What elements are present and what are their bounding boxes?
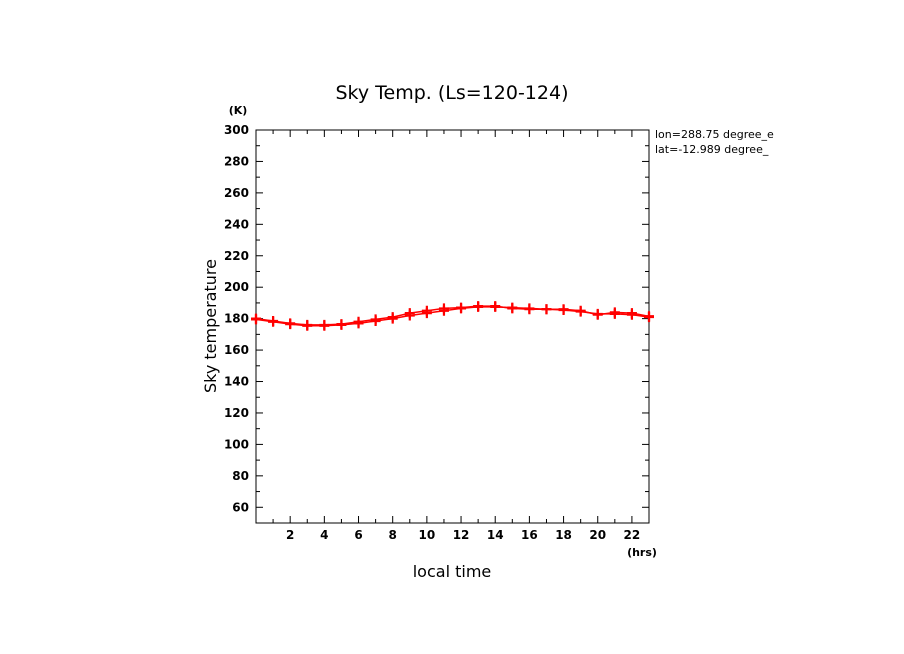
- x-tick-label: 8: [389, 528, 397, 542]
- y-tick-label: 60: [232, 500, 249, 514]
- x-tick-label: 14: [487, 528, 504, 542]
- y-tick-label: 160: [224, 343, 249, 357]
- data-point-marker: [421, 305, 432, 316]
- chart-title: Sky Temp. (Ls=120-124): [335, 82, 568, 104]
- y-tick-label: 260: [224, 186, 249, 200]
- x-tick-label: 16: [521, 528, 538, 542]
- x-tick-label: 4: [320, 528, 328, 542]
- series-line-1: [255, 306, 650, 327]
- y-tick-label: 200: [224, 280, 249, 294]
- y-tick-label: 300: [224, 123, 249, 137]
- plot-area: 2 4 6 8 10 12 14 16 18 20 22 60 80 100 120 140 160 180 200…: [224, 123, 654, 542]
- plot-frame: [255, 129, 650, 524]
- data-point-marker: [302, 319, 313, 330]
- annotation-lat: lat=-12.989 degree_: [655, 143, 769, 156]
- data-point-marker: [251, 313, 261, 324]
- data-point-marker: [490, 301, 501, 312]
- data-point-marker: [456, 302, 467, 313]
- y-tick-label: 120: [224, 406, 249, 420]
- x-tick-label: 18: [555, 528, 572, 542]
- annotation-lon: lon=288.75 degree_e: [655, 128, 774, 141]
- x-axis-label: local time: [413, 562, 492, 581]
- data-point-marker: [644, 311, 654, 322]
- y-tick-label: 220: [224, 249, 249, 263]
- y-tick-label: 100: [224, 437, 249, 451]
- data-point-marker: [541, 304, 552, 315]
- x-unit-label: (hrs): [627, 546, 657, 559]
- data-point-marker: [507, 303, 518, 314]
- x-tick-label: 6: [354, 528, 362, 542]
- y-tick-label: 80: [232, 469, 249, 483]
- data-point-marker: [592, 309, 603, 320]
- data-point-marker: [473, 301, 484, 312]
- data-point-marker: [268, 315, 279, 326]
- y-unit-label: (K): [229, 104, 248, 117]
- data-point-marker: [438, 303, 449, 314]
- data-point-marker: [336, 319, 347, 330]
- data-point-marker: [353, 316, 364, 327]
- x-tick-label: 22: [624, 528, 641, 542]
- x-tick-label: 12: [453, 528, 470, 542]
- data-point-marker: [575, 305, 586, 316]
- y-tick-label: 240: [224, 217, 249, 231]
- x-tick-label: 20: [589, 528, 606, 542]
- data-point-marker: [319, 319, 330, 330]
- x-tick-label: 10: [419, 528, 436, 542]
- data-point-marker: [558, 304, 569, 315]
- x-tick-label: 2: [286, 528, 294, 542]
- data-point-marker: [404, 308, 415, 319]
- data-point-marker: [285, 318, 296, 329]
- data-point-marker: [609, 307, 620, 318]
- y-axis-label: Sky temperature: [201, 259, 220, 393]
- y-tick-label: 140: [224, 375, 249, 389]
- data-point-marker: [626, 308, 637, 319]
- data-point-marker: [524, 304, 535, 315]
- data-point-marker: [387, 312, 398, 323]
- data-point-marker: [370, 314, 381, 325]
- y-tick-label: 180: [224, 312, 249, 326]
- y-tick-label: 280: [224, 154, 249, 168]
